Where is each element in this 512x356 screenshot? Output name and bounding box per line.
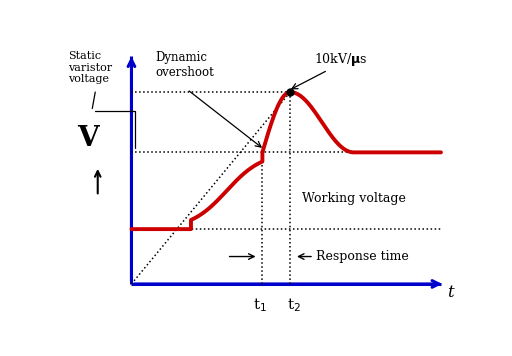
Text: Working voltage: Working voltage (302, 193, 406, 205)
Text: Static
varistor
voltage: Static varistor voltage (68, 51, 112, 84)
Text: Response time: Response time (316, 250, 409, 263)
Text: t: t (447, 284, 454, 301)
Text: V: V (77, 125, 99, 152)
Text: t$_2$: t$_2$ (287, 296, 301, 314)
Text: Dynamic
overshoot: Dynamic overshoot (155, 51, 214, 79)
Text: t$_1$: t$_1$ (253, 296, 267, 314)
Text: 10kV/$\mathbf{\mu}$s: 10kV/$\mathbf{\mu}$s (314, 51, 368, 68)
